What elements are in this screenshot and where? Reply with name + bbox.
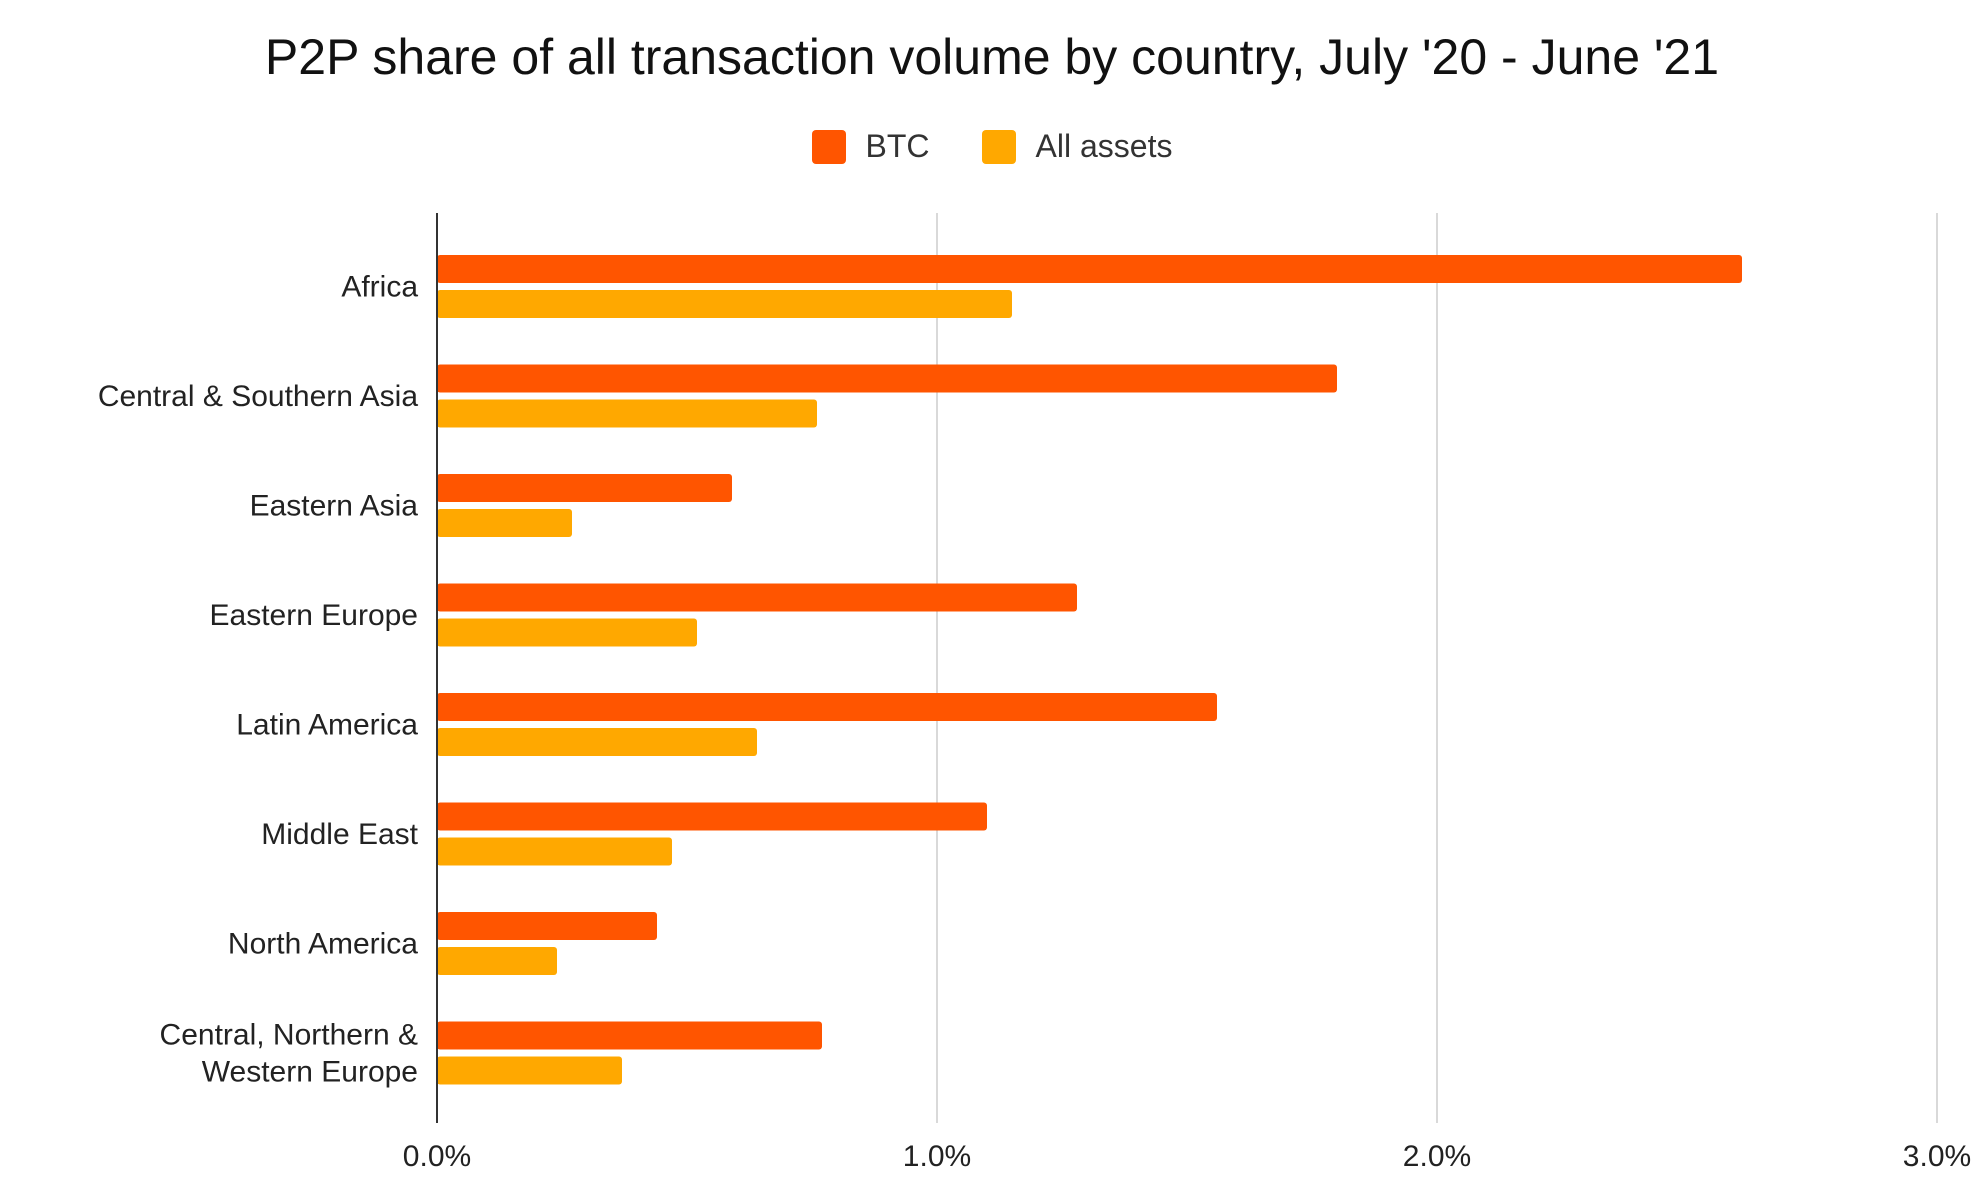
bars <box>437 255 1742 1085</box>
legend: BTC All assets <box>0 128 1984 165</box>
category-label: Latin America <box>236 709 418 742</box>
category-label: North America <box>228 928 418 961</box>
category-label: Central & Southern Asia <box>98 380 419 413</box>
x-axis-ticks: 0.0% 1.0% 2.0% 3.0% <box>403 1140 1971 1173</box>
gridlines <box>936 213 1938 1123</box>
legend-swatch-btc <box>811 129 846 164</box>
x-tick-label: 3.0% <box>1903 1140 1971 1173</box>
bar-all-assets[interactable] <box>437 837 672 866</box>
bar-btc[interactable] <box>437 693 1217 721</box>
chart-title: P2P share of all transaction volume by c… <box>264 29 1720 85</box>
bar-all-assets[interactable] <box>437 618 697 647</box>
bar-all-assets[interactable] <box>437 947 557 975</box>
legend-label-btc: BTC <box>865 128 930 164</box>
bar-btc[interactable] <box>437 364 1337 393</box>
bar-all-assets[interactable] <box>437 290 1012 318</box>
bar-btc[interactable] <box>437 255 1742 283</box>
category-label: Central, Northern & <box>160 1019 418 1052</box>
category-label: Middle East <box>261 818 418 851</box>
bar-all-assets[interactable] <box>437 509 572 537</box>
x-tick-label: 1.0% <box>903 1140 971 1173</box>
bar-btc[interactable] <box>437 474 732 502</box>
x-tick-label: 0.0% <box>403 1140 471 1173</box>
legend-swatch-all-assets <box>981 129 1016 164</box>
bar-all-assets[interactable] <box>437 1056 622 1085</box>
legend-label-all-assets: All assets <box>1035 128 1173 164</box>
bar-btc[interactable] <box>437 583 1077 612</box>
category-labels: Africa Central & Southern Asia Eastern Asi… <box>98 271 419 1089</box>
legend-item-btc[interactable]: BTC <box>811 128 930 165</box>
x-tick-label: 2.0% <box>1403 1140 1471 1173</box>
bar-all-assets[interactable] <box>437 399 817 428</box>
legend-item-all-assets[interactable]: All assets <box>981 128 1173 165</box>
category-label: Eastern Asia <box>250 490 419 523</box>
category-label: Eastern Europe <box>210 599 418 632</box>
category-label: Africa <box>341 271 418 304</box>
bar-btc[interactable] <box>437 1021 822 1050</box>
category-label: Western Europe <box>202 1056 418 1089</box>
bar-btc[interactable] <box>437 802 987 831</box>
bar-all-assets[interactable] <box>437 728 757 756</box>
bar-btc[interactable] <box>437 912 657 940</box>
